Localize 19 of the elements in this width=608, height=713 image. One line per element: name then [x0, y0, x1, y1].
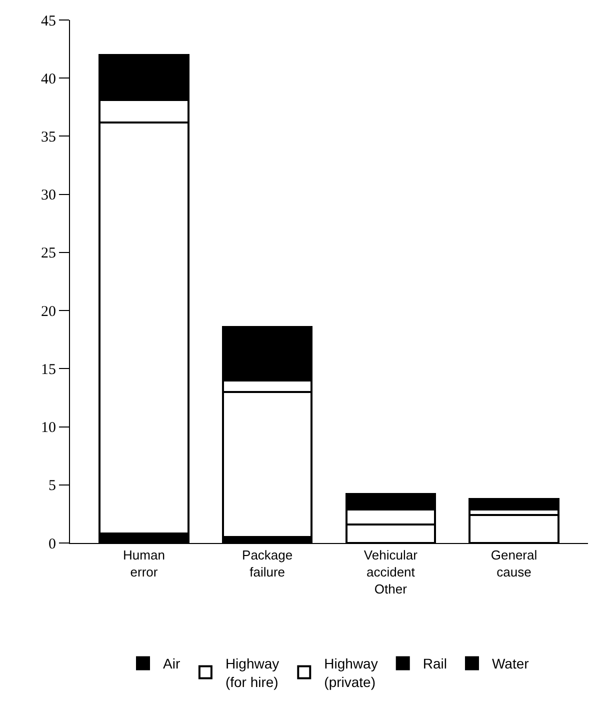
legend-label: Highway (private) [324, 656, 378, 690]
x-tick-label: Vehicular accident Other [364, 548, 418, 596]
x-tick-label: Package failure [242, 548, 293, 580]
y-tick-label: 5 [48, 478, 56, 494]
legend-label: Water [492, 656, 530, 672]
legend-label: Highway (for hire) [225, 656, 280, 690]
y-tick-label: 40 [41, 71, 56, 88]
x-tick-label: General cause [490, 548, 538, 580]
y-tick-label: 0 [48, 536, 56, 552]
y-tick-label: 20 [41, 304, 56, 320]
legend-label: Air [163, 656, 180, 672]
y-tick-label: 25 [41, 246, 56, 262]
y-tick-label: 35 [41, 129, 56, 146]
y-tick-label: 10 [41, 420, 56, 436]
y-tick-label: 30 [41, 188, 56, 204]
y-tick-label: 45 [41, 13, 56, 30]
x-tick-label: Human error [123, 548, 165, 580]
legend-label: Rail [422, 656, 447, 672]
y-tick-label: 15 [41, 362, 56, 378]
